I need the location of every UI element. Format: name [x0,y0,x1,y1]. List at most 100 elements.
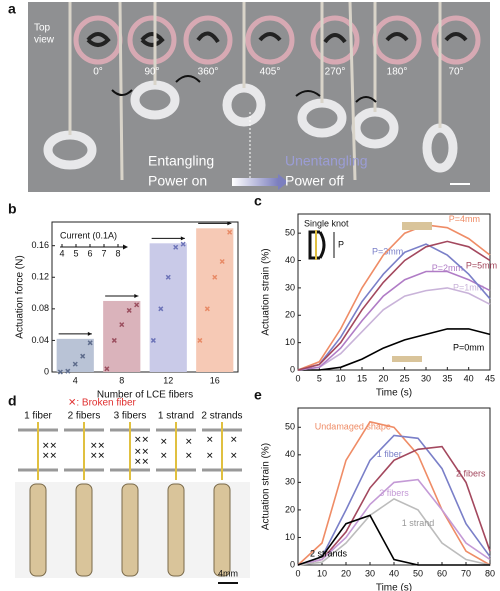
svg-text:✕✕: ✕✕ [90,450,105,460]
arrow-head [180,236,185,241]
point [180,241,186,247]
top-view: view [34,35,55,46]
series-line [297,243,491,371]
svg-text:✕✕: ✕✕ [134,446,149,456]
series-label: Undamaged shape [315,422,391,432]
point [212,274,218,280]
y-axis-label: Actuation strain (%) [261,248,272,335]
rotation-arrows [111,75,377,103]
y-tick-label: 0.12 [31,272,49,282]
y-tick-label: 0.04 [31,335,49,345]
svg-text:✕: ✕ [160,436,168,446]
y-tick-label: 50 [285,422,295,432]
top-views [73,15,481,65]
inset-tick-label: 6 [87,248,92,258]
caption: Power off [285,173,344,189]
y-tick-label: 0 [44,366,49,376]
point [158,306,164,312]
x-tick-label: 45 [485,373,495,383]
x-tick-label: 10 [317,568,327,578]
angle-label: 270° [325,67,346,78]
x-tick-label: 70 [461,568,471,578]
x-tick-label: 40 [389,568,399,578]
x-tick-label: 16 [210,375,220,385]
point [165,274,171,280]
bar [149,243,187,372]
x-axis-label: Number of LCE fibers [97,390,193,401]
arrow-head [123,244,128,250]
arrow-head [278,174,288,190]
series-label: 1 fiber [377,449,402,459]
x-tick-label: 60 [437,568,447,578]
point [150,337,156,343]
inset-title: Current (0.1A) [60,230,117,240]
caption: Power on [148,173,207,189]
panel-label: b [8,201,17,217]
y-tick-label: 20 [285,504,295,514]
x-tick-label: 40 [464,373,474,383]
svg-text:✕✕: ✕✕ [134,434,149,444]
series-label: P=2mm [432,263,463,273]
x-tick-label: 12 [163,375,173,385]
angle-label: 180° [387,67,408,78]
inset-tick-label: 7 [101,248,106,258]
y-tick-label: 0 [290,364,295,374]
fibers [68,1,442,181]
inset-tick-label: 5 [73,248,78,258]
x-tick-label: 5 [317,373,322,383]
series-label: P=5mm [466,260,497,270]
svg-text:✕✕: ✕✕ [134,456,149,466]
x-tick-label: 30 [421,373,431,383]
series-label: P=4mm [449,214,480,224]
arrow-head [134,293,139,298]
y-tick-label: 20 [285,310,295,320]
y-tick-label: 30 [285,282,295,292]
series-line [297,445,491,566]
svg-text:✕✕: ✕✕ [42,440,57,450]
point [80,353,86,359]
arrow-head [87,331,92,336]
y-tick-label: 40 [285,255,295,265]
point [227,229,233,235]
point [57,369,63,375]
y-tick-label: 0.16 [31,240,49,250]
x-axis-label: Time (s) [376,388,412,399]
point [119,322,125,328]
column-label: 2 strands [201,411,242,422]
x-tick-label: 0 [295,373,300,383]
series-line [297,224,491,371]
angle-label: 90° [144,67,159,78]
cross-marks: ✕✕✕✕✕✕✕✕ ✕✕✕✕✕✕ ✕ ✕✕ ✕ ✕ ✕✕ ✕ [42,434,238,466]
angle-label: 360° [198,67,219,78]
point [204,306,210,312]
svg-text:✕✕: ✕✕ [90,440,105,450]
point [134,302,140,308]
point [111,337,117,343]
y-tick-label: 10 [285,337,295,347]
x-tick-label: 8 [119,375,124,385]
point [197,337,203,343]
caption: Unentangling [285,153,368,169]
inset-tick-label: 8 [115,248,120,258]
y-axis-label: Actuation strain (%) [261,443,272,530]
series-label: 2 fibers [456,468,486,478]
series-line [297,270,491,371]
panel-label: c [254,193,262,209]
svg-text:✕: ✕ [160,450,168,460]
x-tick-label: 35 [442,373,452,383]
point [173,244,179,250]
series-label: 2 strands [310,548,348,558]
series-line [297,287,491,371]
svg-text:✕✕: ✕✕ [42,450,57,460]
point [65,368,71,374]
angle-label: 405° [260,67,281,78]
y-tick-label: 30 [285,477,295,487]
series-line [297,240,491,371]
y-tick-label: 0.08 [31,303,49,313]
caption: Entangling [148,153,214,169]
x-tick-label: 25 [400,373,410,383]
plot-frame [51,221,239,373]
bar [56,338,94,372]
series-line [297,514,490,566]
